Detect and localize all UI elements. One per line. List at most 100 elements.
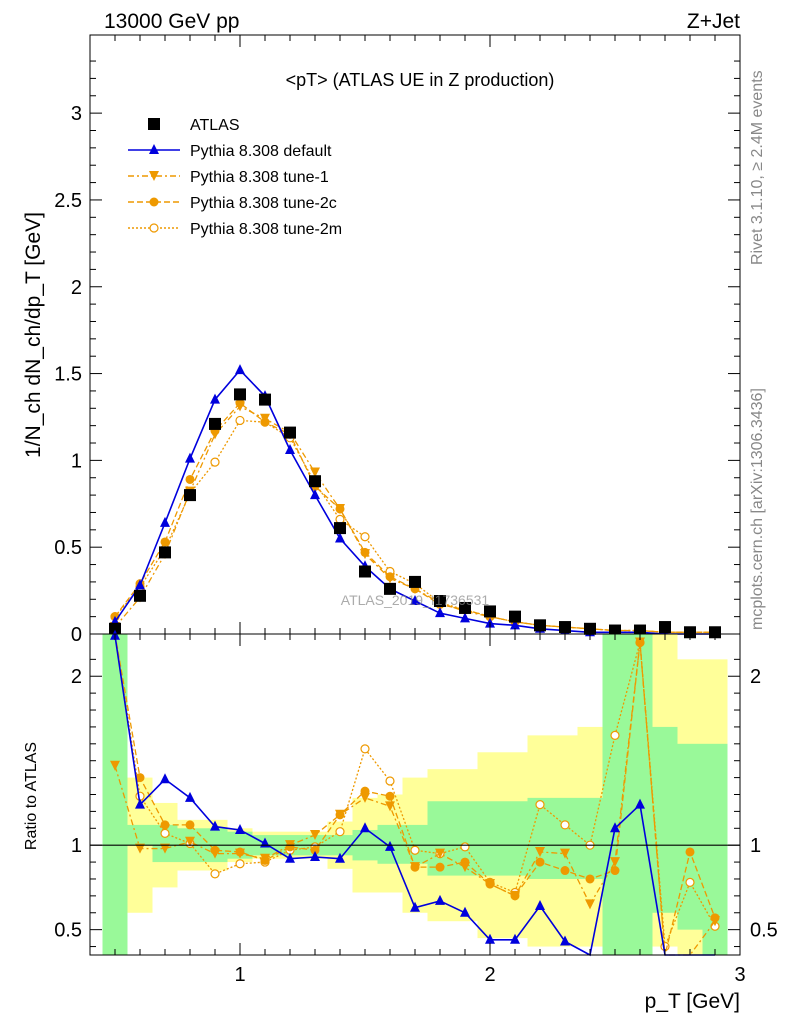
legend-label-atlas: ATLAS — [190, 117, 240, 134]
legend-label-pythia-8-308-tune-2c: Pythia 8.308 tune-2c — [190, 195, 337, 212]
watermark: ATLAS_2019_I1736531 — [341, 592, 490, 608]
ratio-point-pythia-8-308-default — [285, 852, 295, 863]
main-point-pythia-8-308-tune-2m — [210, 457, 220, 467]
main-point-pythia-8-308-tune-2c — [160, 537, 170, 547]
ratio-point-pythia-8-308-default — [535, 900, 545, 911]
ratio-point-pythia-8-308-tune-2c — [535, 857, 545, 867]
ratio-point-pythia-8-308-tune-2c — [310, 845, 320, 855]
legend-marker-atlas — [148, 118, 160, 130]
ratio-point-pythia-8-308-default — [485, 933, 495, 944]
ratio-band-green — [127, 824, 153, 846]
ratio-point-pythia-8-308-tune-2c — [385, 791, 395, 801]
main-axes-layer: 0 0.5 1 1.5 2 2.5 3 — [54, 34, 741, 646]
main-point-atlas — [384, 582, 396, 595]
ratio-point-pythia-8-308-tune-2c — [435, 862, 445, 872]
ratio-point-pythia-8-308-default — [335, 852, 345, 863]
main-point-pythia-8-308-tune-2m — [360, 532, 370, 542]
legend-marker-pythia-8-308-tune-1 — [149, 171, 159, 181]
main-point-pythia-8-308-tune-2c — [185, 474, 195, 484]
main-point-pythia-8-308-default — [235, 364, 245, 375]
main-point-atlas — [309, 475, 321, 488]
main-point-atlas — [259, 393, 271, 406]
main-point-atlas — [409, 575, 421, 588]
main-point-pythia-8-308-default — [210, 393, 220, 404]
main-point-atlas — [184, 489, 196, 502]
legend-label-pythia-8-308-tune-1: Pythia 8.308 tune-1 — [190, 169, 329, 186]
main-point-pythia-8-308-default — [310, 489, 320, 500]
ratio-point-pythia-8-308-tune-2c — [610, 866, 620, 876]
side-text-bottom: mcplots.cern.ch [arXiv:1306.3436] — [749, 388, 766, 630]
ratio-point-pythia-8-308-tune-2m — [610, 730, 620, 740]
main-point-pythia-8-308-default — [510, 619, 520, 630]
ratio-point-pythia-8-308-tune-1 — [160, 843, 170, 854]
ratio-point-pythia-8-308-tune-1 — [210, 848, 220, 859]
ratio-point-pythia-8-308-default — [435, 894, 445, 905]
main-point-pythia-8-308-default — [460, 612, 470, 623]
ratio-x-tick-label: 2 — [484, 964, 495, 986]
ratio-band-green — [677, 743, 703, 930]
ratio-point-pythia-8-308-default — [185, 791, 195, 802]
main-point-atlas — [659, 621, 671, 634]
ratio-point-pythia-8-308-tune-1 — [385, 801, 395, 812]
main-frame — [89, 34, 741, 635]
ratio-point-pythia-8-308-tune-1 — [585, 899, 595, 910]
main-y-tick-label: 2 — [71, 277, 82, 299]
ratio-y-tick-label-left: 2 — [71, 666, 82, 688]
ratio-point-pythia-8-308-tune-2c — [560, 866, 570, 876]
main-ylabel: 1/N_ch dN_ch/dp_T [GeV] — [22, 212, 45, 458]
ratio-point-pythia-8-308-tune-1 — [560, 848, 570, 859]
header-left: 13000 GeV pp — [104, 10, 239, 33]
ratio-point-pythia-8-308-tune-1 — [360, 792, 370, 803]
ratio-y-tick-label-right: 2 — [750, 666, 761, 688]
main-point-pythia-8-308-default — [135, 579, 145, 590]
main-point-atlas — [209, 417, 221, 430]
ratio-point-pythia-8-308-tune-2m — [360, 744, 370, 754]
main-point-atlas — [509, 610, 521, 623]
main-point-atlas — [359, 565, 371, 578]
ratio-point-pythia-8-308-default — [360, 822, 370, 833]
ratio-point-pythia-8-308-tune-1 — [310, 830, 320, 841]
ratio-band-green — [652, 726, 678, 913]
ratio-y-tick-label-right: 0.5 — [750, 920, 778, 942]
main-y-tick-label: 1 — [71, 450, 82, 472]
main-point-atlas — [234, 388, 246, 401]
main-point-pythia-8-308-tune-1 — [310, 467, 320, 478]
ratio-point-pythia-8-308-tune-2c — [135, 773, 145, 783]
ratio-point-pythia-8-308-default — [635, 798, 645, 809]
ratio-axes-layer: 1 2 30.5 0.51 12 2 — [54, 633, 778, 986]
main-point-atlas — [434, 595, 446, 608]
ratio-point-pythia-8-308-default — [460, 906, 470, 917]
side-text-top: Rivet 3.1.10, ≥ 2.4M events — [749, 70, 766, 265]
ratio-series-layer — [110, 629, 720, 957]
main-point-atlas — [559, 621, 571, 634]
ratio-point-pythia-8-308-tune-1 — [535, 846, 545, 857]
main-y-tick-label: 1.5 — [54, 364, 82, 386]
ratio-point-pythia-8-308-tune-2m — [235, 859, 245, 869]
main-point-pythia-8-308-default — [435, 607, 445, 618]
ratio-point-pythia-8-308-tune-2m — [460, 842, 470, 852]
ratio-point-pythia-8-308-tune-1 — [335, 809, 345, 820]
ratio-point-pythia-8-308-tune-2c — [585, 874, 595, 884]
ratio-point-pythia-8-308-tune-1 — [135, 843, 145, 854]
ratio-y-tick-label-left: 1 — [71, 835, 82, 857]
ratio-point-pythia-8-308-tune-2m — [385, 776, 395, 786]
main-y-tick-label: 2.5 — [54, 190, 82, 212]
ratio-point-pythia-8-308-default — [410, 901, 420, 912]
ratio-point-pythia-8-308-tune-1 — [610, 857, 620, 868]
ratio-point-pythia-8-308-tune-1 — [185, 836, 195, 847]
header-right: Z+Jet — [687, 10, 740, 33]
legend-marker-pythia-8-308-tune-2m — [149, 223, 159, 233]
ratio-point-pythia-8-308-default — [510, 933, 520, 944]
ratio-point-pythia-8-308-default — [560, 935, 570, 946]
ratio-point-pythia-8-308-tune-2c — [160, 820, 170, 830]
ratio-point-pythia-8-308-tune-1 — [635, 637, 645, 648]
ratio-y-tick-label-right: 1 — [750, 835, 761, 857]
ratio-point-pythia-8-308-default — [160, 773, 170, 784]
main-y-tick-label: 0.5 — [54, 537, 82, 559]
legend: ATLAS Pythia 8.308 default Pythia 8.308 tu… — [128, 117, 342, 238]
ratio-point-pythia-8-308-tune-1 — [510, 890, 520, 901]
ratio-band-green — [477, 801, 503, 876]
main-point-pythia-8-308-tune-1 — [335, 503, 345, 514]
ratio-point-pythia-8-308-tune-1 — [460, 862, 470, 873]
main-point-pythia-8-308-tune-1 — [235, 401, 245, 412]
